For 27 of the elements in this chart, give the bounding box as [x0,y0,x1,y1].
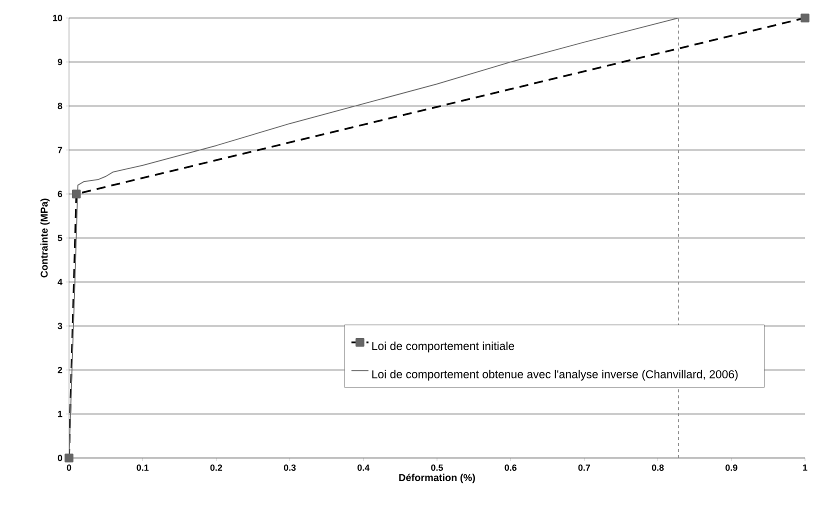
x-axis-title: Déformation (%) [399,474,475,484]
y-tick-label: 8 [58,102,62,110]
x-tick-label: 0.6 [504,464,517,471]
legend-label: Loi de comportement initiale [372,342,514,352]
x-tick-label: 0 [66,464,72,471]
x-tick-label: 0.5 [431,464,443,471]
x-tick-label: 0.2 [210,464,222,471]
y-tick-label: 6 [58,190,62,198]
x-tick-label: 0.1 [136,464,149,471]
y-axis-title: Contrainte (MPa) [40,198,50,278]
x-tick-label: 1 [803,464,808,471]
legend-label: Loi de comportement obtenue avec l'analyse inverse (Chanvillard, 2006) [372,370,738,381]
x-tick-label: 0.3 [284,464,296,471]
y-tick-label: 1 [58,410,62,418]
x-tick-label: 0.7 [578,464,590,471]
y-tick-label: 5 [58,234,62,242]
x-tick-label: 0.8 [652,464,664,471]
x-tick-label: 0.4 [358,464,370,471]
y-tick-label: 10 [53,14,62,22]
x-tick-label: 0.9 [726,464,738,471]
y-tick-label: 4 [58,278,62,286]
y-tick-label: 9 [58,58,62,66]
y-tick-label: 0 [58,454,62,462]
y-tick-label: 2 [58,366,62,374]
y-tick-label: 3 [58,322,62,330]
y-tick-label: 7 [58,146,62,154]
point [64,454,74,462]
